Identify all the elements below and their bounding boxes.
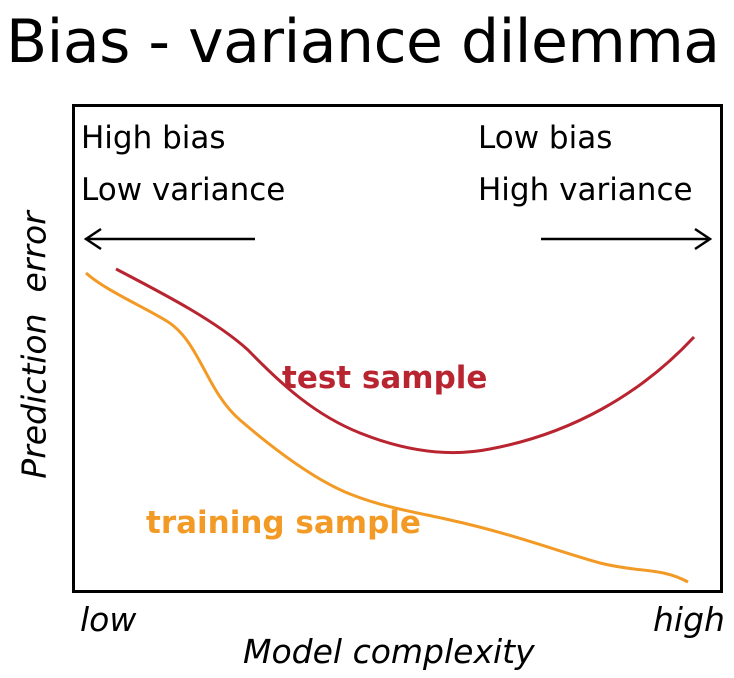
low-bias-label: Low bias High variance: [478, 112, 693, 216]
right-arrow-icon: [541, 227, 713, 251]
test-sample-curve: [115, 267, 696, 455]
high-variance-text: High variance: [478, 172, 693, 208]
high-bias-text: High bias: [81, 120, 226, 156]
left-arrow-icon: [83, 227, 255, 251]
low-bias-text: Low bias: [478, 120, 613, 156]
x-axis-high-label: high: [653, 600, 725, 639]
training-sample-label: training sample: [146, 505, 421, 541]
test-sample-label: test sample: [282, 360, 488, 396]
high-bias-label: High bias Low variance: [81, 112, 285, 216]
low-variance-text: Low variance: [81, 172, 286, 208]
y-axis-label: Prediction error: [14, 211, 54, 479]
x-axis-label: Model complexity: [243, 632, 535, 671]
training-sample-curve: [85, 271, 689, 584]
page-title: Bias - variance dilemma: [6, 7, 720, 77]
x-axis-low-label: low: [80, 600, 137, 639]
plot-frame: [72, 104, 723, 593]
